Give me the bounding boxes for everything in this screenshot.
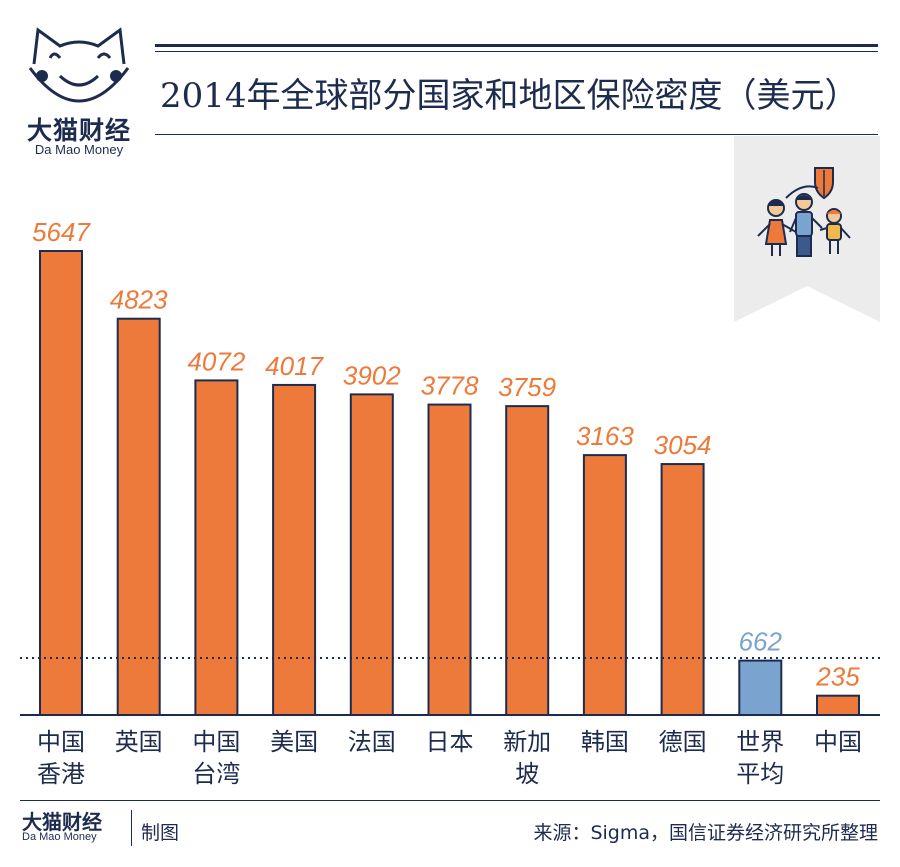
bar (272, 383, 317, 716)
footer-made-by: 制图 (141, 822, 180, 844)
category-label: 美国 (270, 728, 318, 756)
value-label: 3759 (498, 372, 556, 402)
bar (582, 454, 627, 716)
value-label: 235 (815, 662, 860, 692)
value-label: 4017 (265, 351, 324, 381)
value-label: 3902 (343, 360, 401, 390)
category-label: 世界 (736, 728, 784, 756)
title-rule-top (155, 44, 878, 47)
value-label: 3054 (654, 430, 712, 460)
logo-text-cn: 大猫财经 (26, 116, 131, 145)
footer-logo-cn: 大猫财经 (22, 810, 102, 834)
title-rule-top-thin (155, 51, 878, 52)
category-label: 新加 (503, 728, 551, 756)
category-label: 日本 (426, 728, 474, 756)
value-label: 662 (739, 627, 783, 657)
bar (39, 250, 83, 716)
logo: 大猫财经 Da Mao Money (14, 24, 144, 157)
bars-group (39, 250, 860, 717)
category-label: 平均 (736, 760, 784, 788)
value-label: 5647 (32, 217, 91, 247)
footer-separator (131, 810, 132, 846)
category-label: 中国 (37, 728, 85, 756)
bar (660, 463, 705, 717)
bar (738, 659, 783, 717)
bar (194, 379, 239, 716)
title-rule-bottom (155, 134, 878, 135)
bar (349, 393, 394, 716)
bar (427, 403, 472, 716)
value-label: 3163 (576, 421, 634, 451)
bar (505, 405, 550, 716)
chart-title: 2014年全球部分国家和地区保险密度（美元） (160, 76, 859, 116)
footer-logo-en: Da Mao Money (22, 831, 97, 843)
value-label: 3778 (421, 371, 479, 401)
category-label: 中国 (814, 728, 862, 756)
category-label: 法国 (348, 728, 396, 756)
bar (116, 317, 161, 716)
category-label: 韩国 (581, 728, 629, 756)
category-label: 德国 (659, 728, 707, 756)
category-label: 英国 (115, 728, 163, 756)
value-label: 4823 (110, 285, 168, 315)
logo-text-en: Da Mao Money (34, 142, 124, 157)
value-label: 4072 (187, 346, 245, 376)
category-label: 中国 (192, 728, 240, 756)
footer-source: 来源：Sigma，国信证券经济研究所整理 (533, 822, 878, 844)
family-insurance-icon (734, 136, 880, 322)
bar (816, 694, 860, 716)
category-label: 香港 (37, 760, 85, 788)
footer-rule (20, 800, 880, 801)
category-label: 台湾 (192, 760, 240, 788)
cat-logo-icon (28, 27, 130, 103)
category-label: 坡 (515, 760, 539, 788)
